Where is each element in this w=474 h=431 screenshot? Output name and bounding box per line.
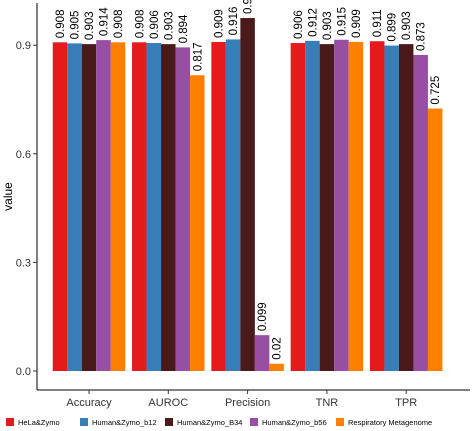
data-label: 0.899	[387, 13, 399, 42]
bar	[81, 44, 97, 371]
legend-swatch	[165, 418, 173, 426]
bar	[319, 44, 335, 371]
bar	[384, 45, 399, 371]
data-label: 0.02	[272, 337, 284, 359]
bar	[290, 43, 306, 371]
bar	[369, 41, 385, 372]
data-label: 0.908	[55, 10, 67, 39]
bar	[132, 42, 147, 371]
legend: HeLa&Zymo Human&Zymo_b12 Human&Zymo_B34 Hum…	[6, 418, 432, 427]
legend-swatch	[80, 418, 88, 426]
y-tick-label: 0.0	[16, 366, 31, 378]
bar	[110, 42, 126, 371]
bar	[225, 39, 241, 372]
bar	[413, 54, 428, 371]
bar	[348, 41, 364, 371]
data-label: 0.975	[243, 0, 255, 14]
bar	[398, 44, 414, 371]
x-tick-label: AUROC	[148, 397, 188, 409]
x-tick-label: Precision	[225, 397, 270, 409]
bar	[52, 42, 68, 371]
legend-swatch	[6, 418, 14, 426]
data-label: 0.906	[149, 10, 161, 39]
legend-label: Human&Zymo_B34	[177, 418, 242, 427]
data-label: 0.911	[372, 9, 384, 37]
bar	[146, 43, 162, 371]
data-label: 0.873	[416, 22, 428, 51]
y-tick-label: 0.3	[16, 257, 31, 269]
y-axis-title: value	[1, 182, 15, 211]
data-label: 0.817	[192, 42, 204, 71]
data-label: 0.903	[163, 11, 175, 40]
data-label: 0.725	[430, 76, 442, 105]
x-tick-label: Accuracy	[66, 397, 112, 409]
data-label: 0.912	[307, 8, 319, 37]
bar	[269, 363, 284, 371]
y-tick-label: 0.9	[16, 40, 31, 52]
bar	[305, 40, 320, 372]
bar	[334, 39, 349, 372]
data-label: 0.908	[113, 10, 125, 39]
legend-swatch	[250, 418, 258, 426]
data-label: 0.915	[336, 7, 348, 36]
bar	[67, 43, 82, 371]
legend-label: Human&Zymo_b56	[262, 418, 327, 427]
data-label: 0.903	[322, 11, 334, 40]
data-label: 0.914	[99, 7, 111, 36]
data-label: 0.916	[228, 7, 240, 36]
bar	[175, 47, 191, 371]
legend-label: HeLa&Zymo	[18, 418, 60, 427]
bar	[211, 41, 226, 371]
bar	[240, 18, 255, 372]
data-label: 0.903	[401, 11, 413, 40]
legend-swatch	[336, 418, 344, 426]
data-label: 0.909	[214, 9, 226, 38]
bar	[427, 108, 443, 372]
data-label: 0.099	[257, 302, 269, 331]
legend-label: Respiratory Metagenome	[348, 418, 432, 427]
legend-label: Human&Zymo_b12	[92, 418, 157, 427]
data-label: 0.903	[84, 11, 96, 40]
x-tick-label: TPR	[395, 397, 417, 409]
bar	[254, 335, 270, 371]
data-label: 0.909	[351, 9, 363, 38]
data-label: 0.908	[134, 10, 146, 39]
data-label: 0.905	[70, 11, 82, 40]
data-label: 0.906	[293, 10, 305, 39]
x-tick-label: TNR	[316, 397, 339, 409]
y-tick-label: 0.6	[16, 149, 31, 161]
bar	[161, 44, 176, 371]
data-label: 0.894	[178, 14, 190, 43]
bar	[190, 75, 205, 371]
bar	[96, 40, 111, 372]
